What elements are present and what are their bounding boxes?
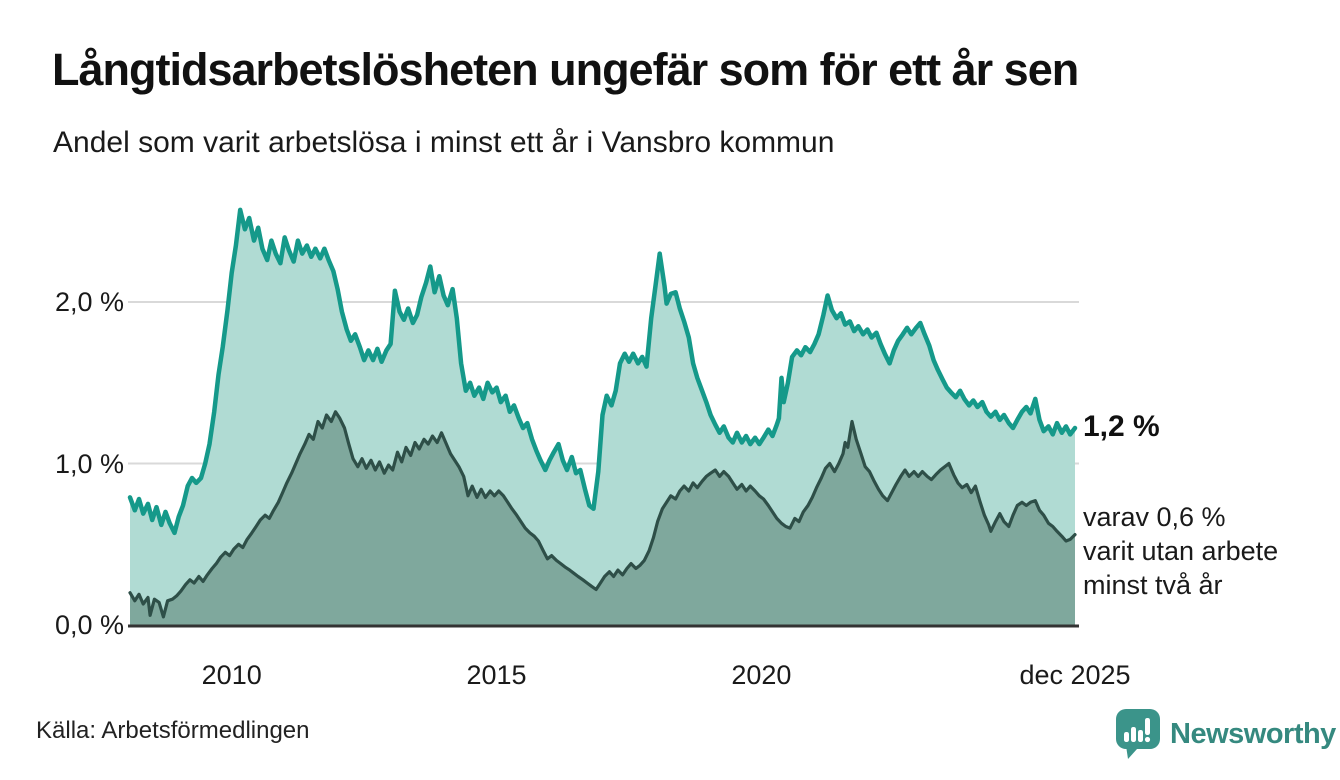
latest-total-annotation: 1,2 %	[1083, 409, 1160, 443]
series-line-1	[127, 207, 1078, 536]
y-axis-tick-0: 0,0 %	[54, 610, 124, 640]
brand-name: Newsworthy	[1170, 717, 1336, 750]
breakdown-annotation: varav 0,6 % varit utan arbete minst två …	[1083, 500, 1278, 602]
x-axis-tick-dec-2025: dec 2025	[1019, 660, 1131, 690]
breakdown-line-2: varit utan arbete	[1083, 535, 1279, 566]
brand-logo: Newsworthy	[1115, 708, 1336, 760]
newsworthy-logo-icon	[1116, 709, 1160, 759]
y-axis-tick-1: 1,0 %	[54, 448, 124, 479]
page-subtitle: Andel som varit arbetslösa i minst ett å…	[53, 126, 835, 159]
breakdown-line-1: varav 0,6 %	[1083, 501, 1226, 532]
series-line-2	[128, 410, 1077, 619]
x-axis-tick-2020: 2020	[731, 660, 792, 690]
source-credit: Källa: Arbetsförmedlingen	[36, 717, 310, 744]
breakdown-line-3: minst två år	[1083, 569, 1223, 600]
page-title: Långtidsarbetslösheten ungefär som för e…	[52, 44, 1079, 95]
y-axis-tick-2: 2,0 %	[54, 287, 124, 317]
x-axis-tick-2015: 2015	[466, 660, 527, 690]
x-axis-tick-2010: 2010	[201, 660, 262, 690]
